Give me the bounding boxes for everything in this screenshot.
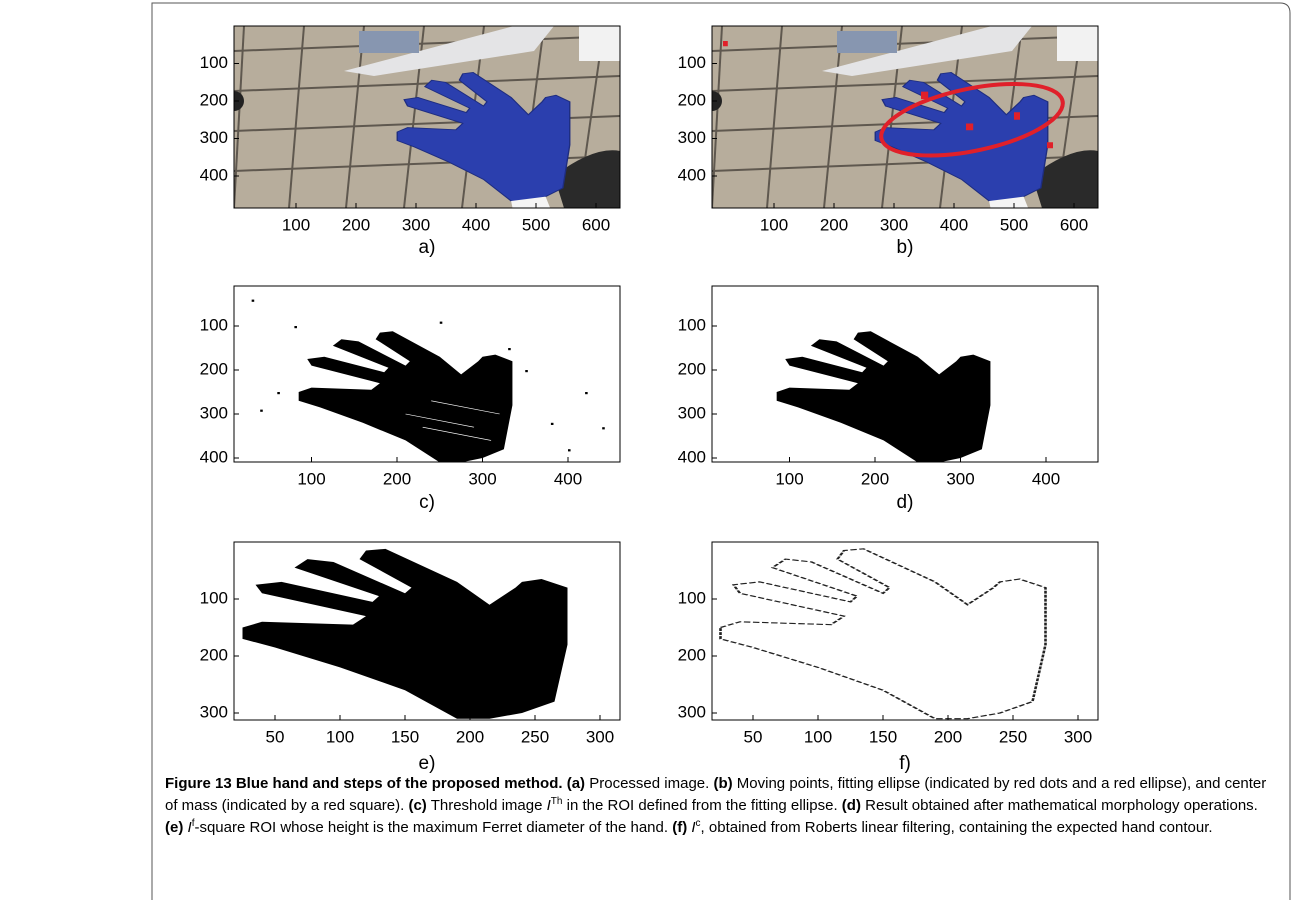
x-tick-label: 400: [554, 469, 582, 488]
y-tick-label: 300: [678, 128, 706, 147]
item-text: Threshold image: [430, 797, 547, 814]
axes-box: [233, 25, 621, 209]
y-tick-label: 100: [200, 53, 228, 72]
x-tick-label: 100: [326, 727, 354, 746]
y-tick-label: 200: [678, 359, 706, 378]
x-tick-label: 300: [1064, 727, 1092, 746]
item-label: (b): [713, 775, 733, 792]
item-label: (d): [841, 797, 861, 814]
x-tick-label: 200: [342, 215, 370, 234]
x-tick-label: 500: [522, 215, 550, 234]
caption-title: Figure 13 Blue hand and steps of the pro…: [165, 775, 563, 792]
x-tick-label: 50: [744, 727, 763, 746]
superscript: f: [191, 818, 195, 829]
panel-label: c): [419, 492, 435, 513]
x-tick-label: 100: [282, 215, 310, 234]
image-e: [234, 542, 620, 720]
x-tick-label: 600: [1060, 215, 1088, 234]
axes-box: [711, 285, 1099, 463]
axes-box: [711, 25, 1099, 209]
y-tick-label: 300: [200, 702, 228, 721]
image-d: [712, 286, 1098, 462]
superscript: Th: [550, 796, 563, 807]
item-text: -square ROI whose height is the maximum …: [194, 819, 669, 836]
item-label: (c): [408, 797, 427, 814]
image-f: [712, 542, 1098, 720]
item-label: (f): [672, 819, 688, 836]
symbol: I: [187, 819, 192, 836]
y-tick-label: 300: [200, 403, 228, 422]
frame: [151, 2, 1291, 900]
y-tick-label: 200: [200, 645, 228, 664]
y-tick-label: 100: [200, 588, 228, 607]
y-tick-label: 300: [678, 702, 706, 721]
y-tick-label: 200: [678, 90, 706, 109]
x-tick-label: 300: [468, 469, 496, 488]
y-tick-label: 100: [678, 315, 706, 334]
y-tick-label: 200: [678, 645, 706, 664]
x-tick-label: 100: [775, 469, 803, 488]
y-tick-label: 300: [678, 403, 706, 422]
x-tick-label: 400: [1032, 469, 1060, 488]
superscript: c: [695, 818, 701, 829]
item-label: (e): [165, 819, 184, 836]
x-tick-label: 250: [521, 727, 549, 746]
y-tick-label: 200: [200, 90, 228, 109]
x-tick-label: 500: [1000, 215, 1028, 234]
x-tick-label: 250: [999, 727, 1027, 746]
panel-label: d): [897, 492, 914, 513]
x-tick-label: 400: [462, 215, 490, 234]
y-tick-label: 400: [200, 447, 228, 466]
x-tick-label: 300: [586, 727, 614, 746]
item-text: in the ROI defined from the fitting elli…: [562, 797, 838, 814]
symbol: I: [691, 819, 696, 836]
image-c: [234, 286, 620, 462]
y-tick-label: 300: [200, 128, 228, 147]
x-tick-label: 300: [946, 469, 974, 488]
y-tick-label: 400: [678, 165, 706, 184]
image-a: [234, 26, 620, 208]
x-tick-label: 200: [383, 469, 411, 488]
x-tick-label: 150: [869, 727, 897, 746]
x-tick-label: 300: [402, 215, 430, 234]
panel-label: a): [419, 237, 436, 258]
x-tick-label: 200: [861, 469, 889, 488]
x-tick-label: 50: [266, 727, 285, 746]
axes-box: [233, 285, 621, 463]
x-tick-label: 200: [456, 727, 484, 746]
y-tick-label: 200: [200, 359, 228, 378]
caption: Figure 13 Blue hand and steps of the pro…: [165, 773, 1280, 839]
x-tick-label: 400: [940, 215, 968, 234]
panel-label: b): [897, 237, 914, 258]
x-tick-label: 600: [582, 215, 610, 234]
item-text: Moving points, fitting ellipse (indicate…: [165, 775, 1267, 814]
x-tick-label: 100: [760, 215, 788, 234]
panel-label: f): [899, 753, 911, 774]
axes-box: [711, 541, 1099, 721]
y-tick-label: 400: [678, 447, 706, 466]
image-b: [712, 26, 1098, 208]
item-text: Result obtained after mathematical morph…: [865, 797, 1258, 814]
symbol: I: [546, 797, 551, 814]
item-text: Processed image.: [589, 775, 710, 792]
y-tick-label: 400: [200, 165, 228, 184]
item-text: , obtained from Roberts linear filtering…: [700, 819, 1213, 836]
panel-label: e): [419, 753, 436, 774]
x-tick-label: 200: [934, 727, 962, 746]
y-tick-label: 100: [678, 53, 706, 72]
x-tick-label: 150: [391, 727, 419, 746]
x-tick-label: 100: [804, 727, 832, 746]
y-tick-label: 100: [200, 315, 228, 334]
x-tick-label: 200: [820, 215, 848, 234]
y-tick-label: 100: [678, 588, 706, 607]
item-label: (a): [566, 775, 586, 792]
x-tick-label: 100: [297, 469, 325, 488]
x-tick-label: 300: [880, 215, 908, 234]
axes-box: [233, 541, 621, 721]
